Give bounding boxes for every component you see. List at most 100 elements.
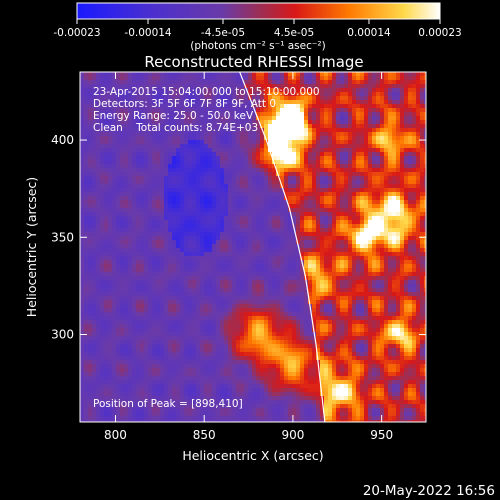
- heatmap-cell: [100, 340, 105, 345]
- heatmap-cell: [80, 364, 85, 369]
- heatmap-cell: [228, 304, 233, 309]
- heatmap-cell: [180, 392, 185, 397]
- heatmap-cell: [132, 396, 137, 401]
- heatmap-cell: [200, 228, 205, 233]
- heatmap-cell: [92, 88, 97, 93]
- heatmap-cell: [300, 388, 305, 393]
- heatmap-cell: [192, 76, 197, 81]
- heatmap-cell: [136, 176, 141, 181]
- heatmap-cell: [228, 260, 233, 265]
- heatmap-cell: [160, 248, 165, 253]
- heatmap-cell: [256, 364, 261, 369]
- heatmap-cell: [132, 372, 137, 377]
- heatmap-cell: [288, 292, 293, 297]
- heatmap-cell: [292, 180, 297, 185]
- heatmap-cell: [240, 168, 245, 173]
- heatmap-cell: [152, 192, 157, 197]
- heatmap-cell: [284, 160, 289, 165]
- heatmap-cell: [236, 400, 241, 405]
- heatmap-cell: [128, 260, 133, 265]
- heatmap-cell: [140, 144, 145, 149]
- heatmap-cell: [120, 248, 125, 253]
- heatmap-cell: [152, 276, 157, 281]
- heatmap-cell: [252, 112, 257, 117]
- heatmap-cell: [208, 260, 213, 265]
- heatmap-cell: [100, 368, 105, 373]
- heatmap-cell: [104, 96, 109, 101]
- heatmap-cell: [280, 152, 285, 157]
- heatmap-cell: [260, 148, 265, 153]
- heatmap-cell: [240, 152, 245, 157]
- heatmap-cell: [260, 408, 265, 413]
- heatmap-cell: [160, 140, 165, 145]
- heatmap-cell: [176, 396, 181, 401]
- heatmap-cell: [92, 356, 97, 361]
- heatmap-cell: [256, 320, 261, 325]
- heatmap-cell: [252, 344, 257, 349]
- heatmap-cell: [304, 184, 309, 189]
- heatmap-cell: [280, 92, 285, 97]
- heatmap-cell: [168, 360, 173, 365]
- heatmap-cell: [168, 228, 173, 233]
- heatmap-cell: [156, 240, 161, 245]
- heatmap-cell: [96, 120, 101, 125]
- heatmap-cell: [92, 292, 97, 297]
- heatmap-cell: [132, 88, 137, 93]
- heatmap-cell: [96, 188, 101, 193]
- heatmap-cell: [284, 140, 289, 145]
- heatmap-cell: [272, 332, 277, 337]
- heatmap-cell: [148, 120, 153, 125]
- heatmap-cell: [244, 248, 249, 253]
- heatmap-cell: [108, 236, 113, 241]
- heatmap-cell: [268, 416, 273, 421]
- heatmap-cell: [136, 108, 141, 113]
- heatmap-cell: [288, 420, 293, 422]
- heatmap-cell: [128, 352, 133, 357]
- heatmap-cell: [152, 268, 157, 273]
- heatmap-cell: [164, 316, 169, 321]
- heatmap-cell: [264, 340, 269, 345]
- heatmap-cell: [132, 220, 137, 225]
- heatmap-cell: [292, 132, 297, 137]
- heatmap-cell: [268, 356, 273, 361]
- heatmap-cell: [116, 252, 121, 257]
- heatmap-cell: [280, 236, 285, 241]
- heatmap-cell: [164, 312, 169, 317]
- heatmap-cell: [268, 232, 273, 237]
- heatmap-cell: [172, 92, 177, 97]
- heatmap-cell: [208, 324, 213, 329]
- heatmap-cell: [300, 88, 305, 93]
- heatmap-cell: [96, 420, 101, 422]
- heatmap-cell: [184, 160, 189, 165]
- heatmap-cell: [236, 132, 241, 137]
- heatmap-cell: [216, 152, 221, 157]
- heatmap-cell: [208, 84, 213, 89]
- heatmap-cell: [288, 108, 293, 113]
- heatmap-cell: [112, 124, 117, 129]
- heatmap-cell: [248, 164, 253, 169]
- heatmap-cell: [188, 240, 193, 245]
- heatmap-cell: [188, 412, 193, 417]
- heatmap-cell: [80, 140, 85, 145]
- heatmap-cell: [208, 420, 213, 422]
- heatmap-cell: [220, 356, 225, 361]
- heatmap-cell: [276, 208, 281, 213]
- heatmap-cell: [212, 384, 217, 389]
- heatmap-cell: [104, 160, 109, 165]
- heatmap-cell: [132, 132, 137, 137]
- heatmap-cell: [148, 416, 153, 421]
- heatmap-cell: [204, 192, 209, 197]
- heatmap-cell: [124, 240, 129, 245]
- heatmap-cell: [116, 80, 121, 85]
- heatmap-cell: [296, 152, 301, 157]
- heatmap-cell: [236, 408, 241, 413]
- heatmap-cell: [148, 76, 153, 81]
- heatmap-cell: [84, 80, 89, 85]
- heatmap-cell: [100, 312, 105, 317]
- heatmap-cell: [156, 376, 161, 381]
- heatmap-cell: [108, 316, 113, 321]
- heatmap-cell: [224, 156, 229, 161]
- heatmap-cell: [280, 120, 285, 125]
- heatmap-cell: [204, 256, 209, 261]
- heatmap-cell: [152, 100, 157, 105]
